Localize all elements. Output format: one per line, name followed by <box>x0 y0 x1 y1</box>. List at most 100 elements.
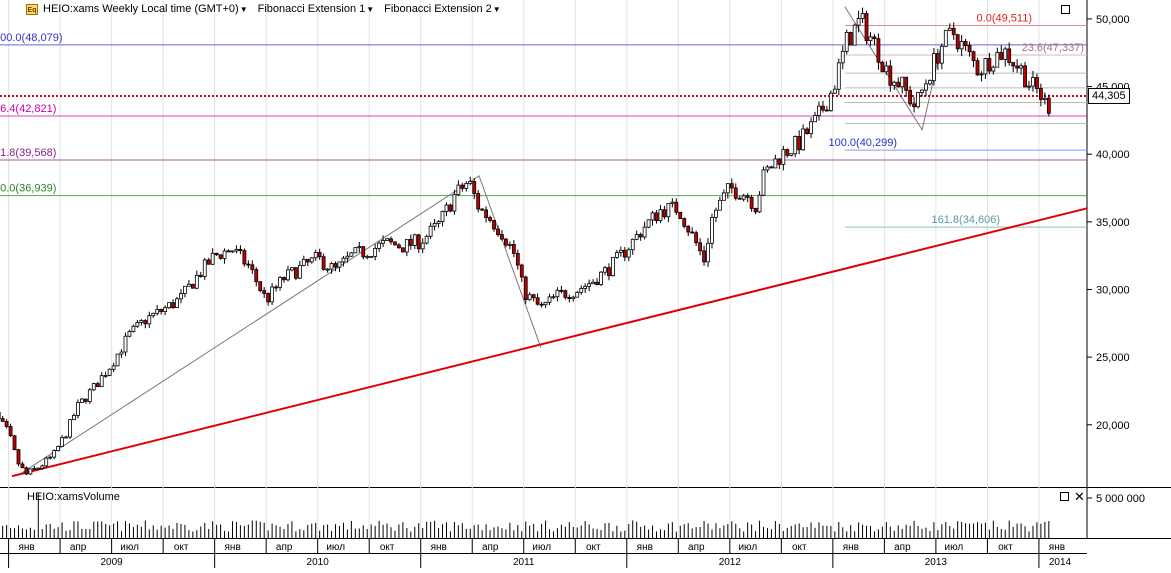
candle-body <box>921 90 924 92</box>
candle-body <box>568 297 571 298</box>
candle-body <box>465 183 468 188</box>
candle-body <box>964 41 967 45</box>
candle-body <box>548 297 551 302</box>
candle-body <box>223 251 226 259</box>
candle-body <box>294 268 297 278</box>
candle-body <box>679 212 682 218</box>
candle-body <box>330 264 333 270</box>
candle-body <box>881 62 884 71</box>
candle-body <box>104 375 107 376</box>
y-tick-label: 40,000 <box>1096 149 1130 161</box>
x-month-label: янв <box>637 542 653 553</box>
candle-body <box>326 269 329 270</box>
candle-body <box>992 67 995 71</box>
x-month-label: апр <box>894 542 911 553</box>
candle-body <box>128 332 131 337</box>
candle-body <box>924 84 927 90</box>
candle-body <box>512 244 515 253</box>
candle-body <box>140 321 143 323</box>
x-month-label: июл <box>532 542 551 553</box>
candle-body <box>675 202 678 212</box>
candle-body <box>584 286 587 288</box>
candle-body <box>790 154 793 156</box>
candle-body <box>1008 49 1011 63</box>
candle-body <box>1016 66 1019 68</box>
fib1-level-label: 50.0(36,939) <box>0 183 56 195</box>
candle-body <box>750 197 753 208</box>
candle-body <box>124 336 127 352</box>
x-year-label: 2010 <box>307 557 330 568</box>
candle-body <box>156 309 159 313</box>
chevron-down-icon: ▼ <box>240 5 248 14</box>
candle-body <box>845 32 848 51</box>
candle-body <box>893 82 896 85</box>
candle-body <box>849 32 852 45</box>
candle-body <box>643 227 646 237</box>
candle-body <box>267 294 270 302</box>
candle-body <box>825 110 828 111</box>
candle-body <box>76 403 79 416</box>
candle-body <box>532 295 535 298</box>
candle-body <box>433 224 436 227</box>
candle-body <box>603 268 606 273</box>
y-tick-label: 20,000 <box>1096 420 1130 432</box>
candle-body <box>286 270 289 280</box>
candle-body <box>667 203 670 216</box>
volume-title-text: HEIO:xamsVolume <box>27 491 120 503</box>
candle-body <box>382 241 385 244</box>
candle-body <box>984 59 987 74</box>
candle-body <box>429 226 432 236</box>
candle-body <box>405 239 408 252</box>
x-month-label: янв <box>225 542 241 553</box>
study-fib-extension-2[interactable]: Fibonacci Extension 2▼ <box>384 3 501 15</box>
candle-body <box>917 92 920 106</box>
candle-body <box>600 272 603 284</box>
symbol-title[interactable]: HEIO:xams Weekly Local time (GMT+0)▼ <box>43 3 248 15</box>
candle-body <box>96 384 99 387</box>
candle-body <box>41 466 44 468</box>
x-month-label: окт <box>998 542 1013 553</box>
candle-body <box>821 106 824 110</box>
candle-body <box>13 436 16 450</box>
study-fib-extension-1[interactable]: Fibonacci Extension 1▼ <box>258 3 375 15</box>
equity-icon[interactable]: Eq <box>26 4 38 15</box>
candle-body <box>354 248 357 253</box>
candle-body <box>928 81 931 84</box>
candle-body <box>88 390 91 402</box>
candle-body <box>172 303 175 308</box>
volume-close-icon[interactable]: ✕ <box>1074 490 1085 503</box>
candle-body <box>817 106 820 115</box>
fib1-level-label: 61.8(39,568) <box>0 147 56 159</box>
candle-body <box>976 61 979 75</box>
candle-body <box>211 253 214 264</box>
maximize-panel-button[interactable] <box>1061 5 1070 14</box>
candle-body <box>932 54 935 81</box>
chevron-down-icon: ▼ <box>366 5 374 14</box>
candle-body <box>734 188 737 198</box>
volume-tick-label: 5 000 000 <box>1096 493 1145 505</box>
candle-body <box>1039 88 1042 99</box>
candle-body <box>195 275 198 288</box>
candle-body <box>481 209 484 210</box>
candle-body <box>742 196 745 199</box>
candle-body <box>338 262 341 267</box>
y-tick-label: 25,000 <box>1096 352 1130 364</box>
candle-body <box>671 202 674 203</box>
x-month-label: окт <box>586 542 601 553</box>
candle-body <box>687 226 690 232</box>
candle-body <box>770 167 773 168</box>
volume-maximize-button[interactable] <box>1060 492 1069 501</box>
candle-body <box>203 260 206 276</box>
candle-body <box>592 282 595 283</box>
x-month-label: окт <box>174 542 189 553</box>
candle-body <box>1024 66 1027 87</box>
candle-body <box>453 195 456 211</box>
x-year-label: 2009 <box>100 557 123 568</box>
candle-body <box>17 450 20 464</box>
candle-body <box>607 268 610 276</box>
candle-body <box>421 243 424 249</box>
x-month-label: июл <box>738 542 757 553</box>
candle-body <box>207 260 210 264</box>
candle-body <box>389 239 392 242</box>
